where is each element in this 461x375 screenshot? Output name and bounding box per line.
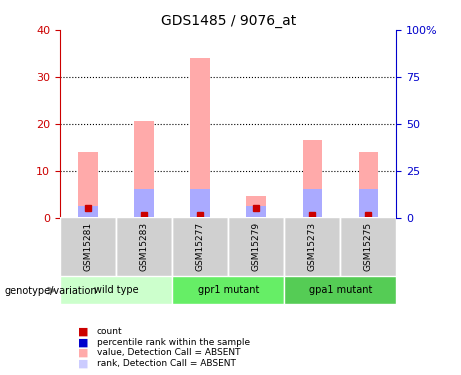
Bar bbox=[190, 189, 210, 217]
Bar bbox=[302, 189, 322, 217]
Text: gpr1 mutant: gpr1 mutant bbox=[197, 285, 259, 295]
Text: GSM15281: GSM15281 bbox=[83, 222, 93, 271]
Bar bbox=[302, 140, 322, 218]
Text: GSM15279: GSM15279 bbox=[252, 222, 261, 271]
FancyBboxPatch shape bbox=[60, 276, 172, 304]
Text: percentile rank within the sample: percentile rank within the sample bbox=[97, 338, 250, 347]
Text: ■: ■ bbox=[78, 338, 89, 347]
Bar bbox=[359, 189, 378, 217]
Bar bbox=[134, 189, 154, 217]
Bar bbox=[359, 152, 378, 217]
Text: rank, Detection Call = ABSENT: rank, Detection Call = ABSENT bbox=[97, 359, 236, 368]
Title: GDS1485 / 9076_at: GDS1485 / 9076_at bbox=[160, 13, 296, 28]
Text: GSM15277: GSM15277 bbox=[195, 222, 205, 271]
Text: wild type: wild type bbox=[94, 285, 138, 295]
Text: GSM15273: GSM15273 bbox=[308, 222, 317, 271]
Bar bbox=[134, 122, 154, 218]
FancyBboxPatch shape bbox=[340, 217, 396, 276]
Text: genotype/variation: genotype/variation bbox=[5, 286, 97, 296]
Text: GSM15275: GSM15275 bbox=[364, 222, 373, 271]
FancyBboxPatch shape bbox=[172, 276, 284, 304]
Text: ■: ■ bbox=[78, 327, 89, 337]
Text: value, Detection Call = ABSENT: value, Detection Call = ABSENT bbox=[97, 348, 240, 357]
Text: count: count bbox=[97, 327, 123, 336]
FancyBboxPatch shape bbox=[172, 217, 228, 276]
Bar bbox=[78, 206, 98, 218]
Bar bbox=[247, 196, 266, 217]
FancyBboxPatch shape bbox=[228, 217, 284, 276]
FancyBboxPatch shape bbox=[284, 276, 396, 304]
Bar bbox=[78, 152, 98, 217]
FancyBboxPatch shape bbox=[60, 217, 116, 276]
Text: gpa1 mutant: gpa1 mutant bbox=[309, 285, 372, 295]
Text: ■: ■ bbox=[78, 358, 89, 368]
FancyBboxPatch shape bbox=[116, 217, 172, 276]
FancyBboxPatch shape bbox=[284, 217, 340, 276]
Text: ■: ■ bbox=[78, 348, 89, 358]
Text: GSM15283: GSM15283 bbox=[140, 222, 148, 271]
Bar bbox=[247, 206, 266, 218]
Bar bbox=[190, 58, 210, 217]
